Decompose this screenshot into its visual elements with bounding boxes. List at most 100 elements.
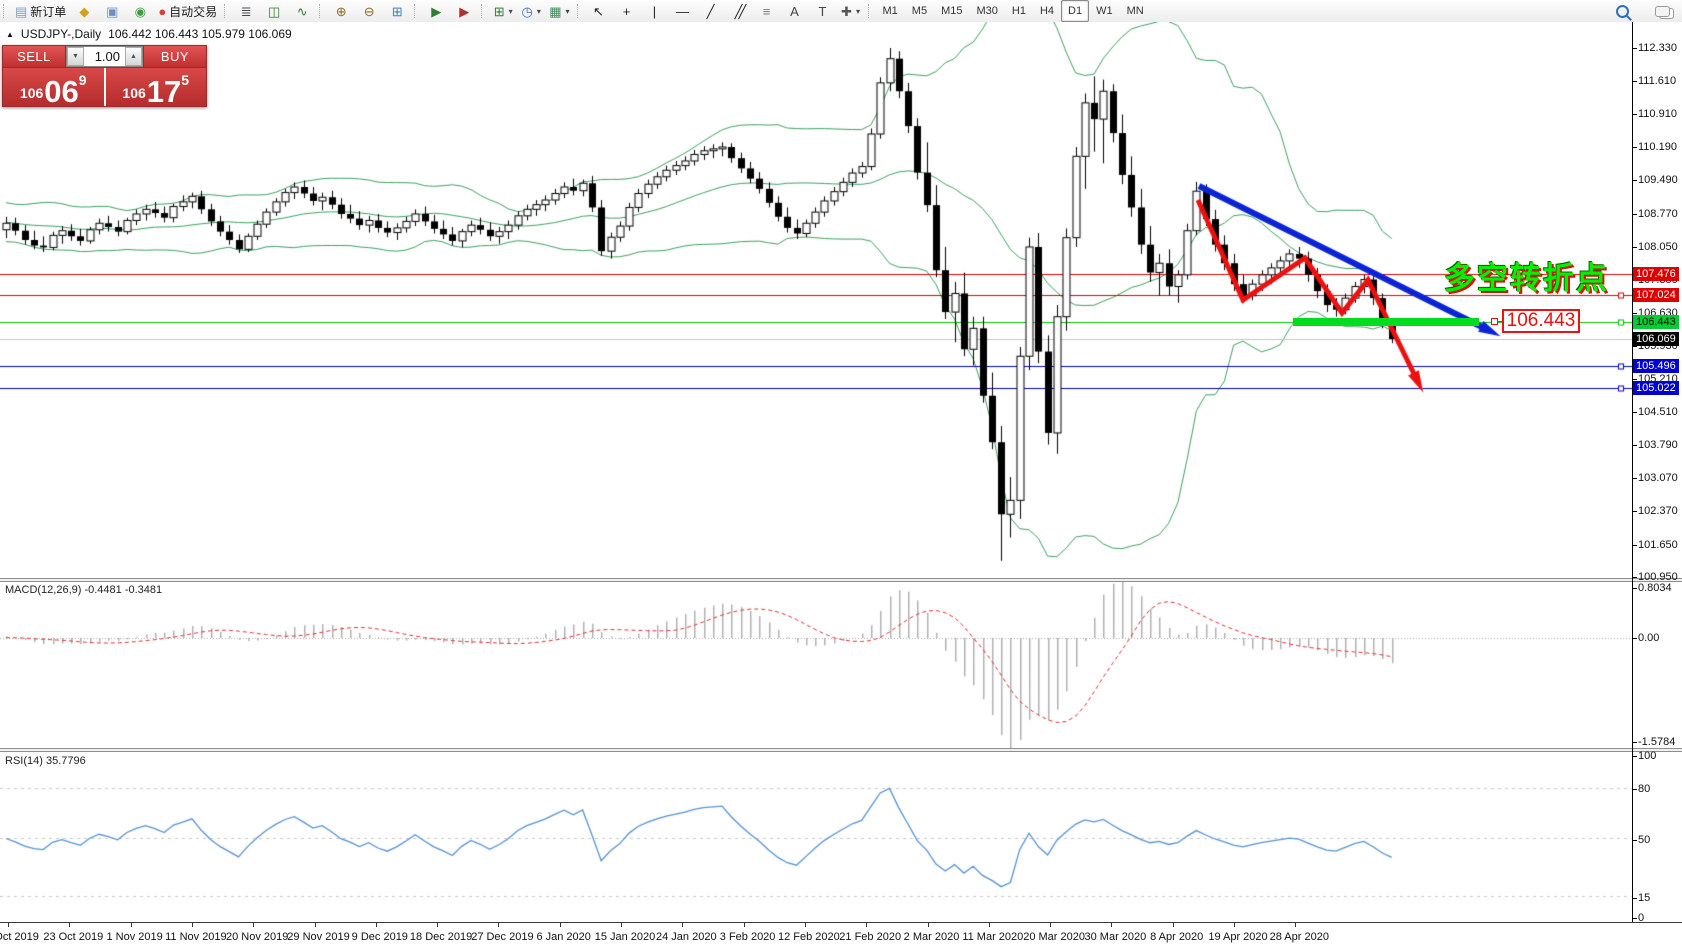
rsi-axis-label: 0 xyxy=(1632,912,1645,924)
volume-value[interactable]: 1.00 xyxy=(94,49,120,64)
buy-price[interactable]: 106 17 5 xyxy=(103,68,206,109)
toolbar-group: ↖ + | — ╱ ╱╱ ≡ A T ✚ ▾ xyxy=(574,0,865,22)
indicators-button[interactable]: ▦ ▾ xyxy=(545,0,573,22)
sell-price[interactable]: 106 06 9 xyxy=(3,68,104,107)
period-button-m15[interactable]: M15 xyxy=(934,0,969,22)
toolbar-group: ▤ 新订单 ◆ ▣ ◉ ● 自动交易 xyxy=(0,0,221,22)
channel-button[interactable]: ╱╱ xyxy=(725,0,753,22)
period-button-mn[interactable]: MN xyxy=(1120,0,1151,22)
line-chart-button[interactable]: ∿ xyxy=(288,0,316,22)
volume-stepper[interactable]: ▼ 1.00 ▲ xyxy=(66,46,143,67)
horizontal-line-icon: — xyxy=(676,3,689,19)
auto-scroll-button[interactable]: ▶ xyxy=(422,0,450,22)
toolbar-group: ⊞ ▾ ◷ ▾ ▦ ▾ xyxy=(478,0,573,22)
line-chart-icon: ∿ xyxy=(296,3,308,19)
date-tick-label: 29 Nov 2019 xyxy=(287,931,350,943)
volume-up-button[interactable]: ▲ xyxy=(125,47,142,66)
period-button-w1[interactable]: W1 xyxy=(1089,0,1120,22)
date-tick xyxy=(804,923,806,927)
signals-button[interactable]: ◉ xyxy=(126,0,154,22)
volume-down-button[interactable]: ▼ xyxy=(67,47,84,66)
new-order-button[interactable]: ▤ 新订单 xyxy=(11,0,70,22)
macd-canvas[interactable] xyxy=(0,582,1632,748)
buy-price-prefix: 106 xyxy=(122,85,146,101)
period-button-m30[interactable]: M30 xyxy=(969,0,1004,22)
chart-shift-button[interactable]: ▶ xyxy=(450,0,478,22)
buy-button[interactable]: BUY xyxy=(144,46,206,67)
candlestick-chart-icon: ◫ xyxy=(268,3,281,19)
period-button-m15-label: M15 xyxy=(941,5,963,17)
tile-windows-button[interactable]: ⊞ xyxy=(383,0,411,22)
text-label-button[interactable]: T xyxy=(809,0,837,22)
new-chart-button[interactable]: ⊞ ▾ xyxy=(489,0,517,22)
bar-chart-button[interactable]: ≣ xyxy=(232,0,260,22)
cursor-button[interactable]: ↖ xyxy=(585,0,613,22)
date-tick-label: 27 Dec 2019 xyxy=(471,931,534,943)
sell-price-pip: 9 xyxy=(78,72,87,88)
period-button-mn-label: MN xyxy=(1126,5,1144,17)
date-tick xyxy=(375,923,377,927)
new-order-icon: ▤ xyxy=(15,3,28,19)
turning-point-annotation[interactable]: 多空转折点 xyxy=(1444,261,1609,296)
price-callout-box[interactable]: 106.443 xyxy=(1491,309,1580,333)
timeframe-clock-button[interactable]: ◷ ▾ xyxy=(517,0,545,22)
cursor-icon: ↖ xyxy=(593,3,604,19)
period-button-h1[interactable]: H1 xyxy=(1005,0,1033,22)
period-button-h4[interactable]: H4 xyxy=(1033,0,1061,22)
date-tick xyxy=(8,923,9,927)
chat-button[interactable] xyxy=(1648,0,1676,22)
zoom-in-button[interactable]: ⊕ xyxy=(327,0,355,22)
zoom-out-button[interactable]: ⊖ xyxy=(355,0,383,22)
buy-price-big: 17 xyxy=(146,73,182,109)
price-tick-label: 111.610 xyxy=(1632,75,1677,88)
price-tick-label: 109.490 xyxy=(1633,174,1678,187)
tile-windows-icon: ⊞ xyxy=(391,3,403,19)
symbol-dropdown-arrow[interactable]: ▲ xyxy=(6,29,14,39)
sell-button[interactable]: SELL xyxy=(3,46,65,67)
horizontal-line-button[interactable]: — xyxy=(669,0,697,22)
period-button-d1[interactable]: D1 xyxy=(1061,0,1090,22)
period-button-m5[interactable]: M5 xyxy=(905,0,934,22)
price-level-label: 105.022 xyxy=(1633,380,1679,395)
panel-divider-macd[interactable] xyxy=(0,578,1682,582)
text-icon: A xyxy=(790,3,799,19)
shapes-button[interactable]: ✚ ▾ xyxy=(837,0,865,22)
profile-button[interactable]: ◆ xyxy=(70,0,98,22)
panel-divider-rsi[interactable] xyxy=(0,748,1682,752)
period-button-m1[interactable]: M1 xyxy=(876,0,905,22)
date-tick xyxy=(682,923,684,927)
rsi-axis-label: 15 xyxy=(1632,892,1651,904)
candlestick-chart-button[interactable]: ◫ xyxy=(260,0,288,22)
macd-axis-label: 0.00 xyxy=(1632,632,1660,644)
text-button[interactable]: A xyxy=(781,0,809,22)
ohlc-values: 106.442 106.443 105.979 106.069 xyxy=(108,27,292,41)
dropdown-caret-icon: ▾ xyxy=(508,6,513,16)
autotrade-icon: ● xyxy=(158,3,167,19)
date-tick-label: 18 Dec 2019 xyxy=(409,931,473,943)
zoom-in-icon: ⊕ xyxy=(335,3,347,19)
autotrading-button[interactable]: ● 自动交易 xyxy=(154,0,221,22)
support-bar-drawing[interactable] xyxy=(1293,318,1479,326)
market-watch-button[interactable]: ▣ xyxy=(98,0,126,22)
new-order-button-label: 新订单 xyxy=(30,4,67,19)
fibonacci-button[interactable]: ≡ xyxy=(753,0,781,22)
date-tick-label: 6 Jan 2020 xyxy=(536,931,591,943)
date-tick xyxy=(1172,923,1174,927)
trendline-icon: ╱ xyxy=(706,3,715,19)
main-chart-canvas[interactable] xyxy=(0,22,1632,578)
period-button-h4-label: H4 xyxy=(1039,5,1054,17)
date-tick xyxy=(743,923,745,927)
new-chart-icon: ⊞ xyxy=(493,3,505,19)
search-button[interactable] xyxy=(1608,0,1636,22)
price-level-label: 106.443 xyxy=(1633,314,1679,329)
date-tick xyxy=(191,923,193,927)
vertical-line-button[interactable]: | xyxy=(641,0,669,22)
crosshair-button[interactable]: + xyxy=(613,0,641,22)
trendline-button[interactable]: ╱ xyxy=(697,0,725,22)
rsi-canvas[interactable] xyxy=(0,752,1632,922)
price-tick-label: 108.050 xyxy=(1633,240,1678,253)
date-tick-label: 8 Apr 2020 xyxy=(1150,931,1204,943)
auto-scroll-icon: ▶ xyxy=(431,3,442,19)
date-tick xyxy=(1234,923,1235,927)
